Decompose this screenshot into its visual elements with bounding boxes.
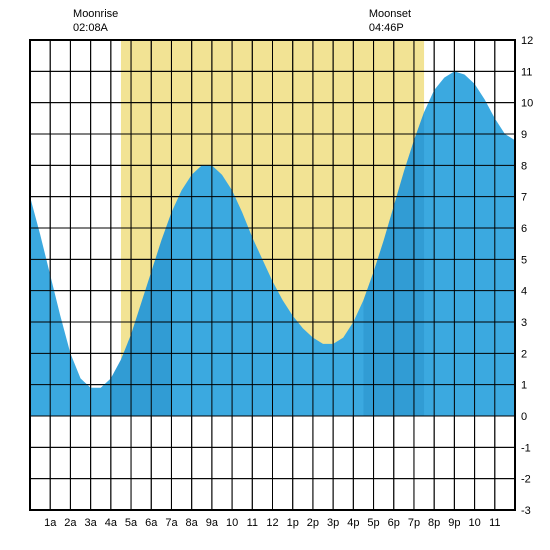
svg-text:11: 11 bbox=[521, 66, 532, 78]
svg-text:-1: -1 bbox=[521, 442, 531, 454]
svg-text:6: 6 bbox=[521, 223, 527, 235]
svg-text:8: 8 bbox=[521, 160, 527, 172]
svg-text:1p: 1p bbox=[287, 517, 299, 529]
svg-text:3a: 3a bbox=[85, 517, 98, 529]
svg-text:2a: 2a bbox=[64, 517, 77, 529]
svg-text:7p: 7p bbox=[408, 517, 420, 529]
moonrise-label: Moonrise bbox=[73, 8, 118, 20]
svg-text:5: 5 bbox=[521, 254, 527, 266]
moonset-label: Moonset bbox=[369, 8, 411, 20]
svg-text:4p: 4p bbox=[347, 517, 359, 529]
svg-text:9a: 9a bbox=[206, 517, 219, 529]
svg-text:8a: 8a bbox=[186, 517, 199, 529]
svg-text:8p: 8p bbox=[428, 517, 440, 529]
svg-text:2p: 2p bbox=[307, 517, 319, 529]
svg-text:-2: -2 bbox=[521, 474, 531, 486]
svg-text:12: 12 bbox=[521, 35, 533, 47]
svg-text:3: 3 bbox=[521, 317, 527, 329]
svg-text:1a: 1a bbox=[44, 517, 57, 529]
svg-text:9p: 9p bbox=[448, 517, 460, 529]
svg-text:11: 11 bbox=[489, 517, 500, 529]
svg-text:5p: 5p bbox=[367, 517, 379, 529]
svg-text:2: 2 bbox=[521, 348, 527, 360]
svg-text:1: 1 bbox=[521, 380, 527, 392]
svg-text:4: 4 bbox=[521, 286, 527, 298]
svg-text:6a: 6a bbox=[145, 517, 158, 529]
svg-text:7a: 7a bbox=[165, 517, 178, 529]
svg-text:9: 9 bbox=[521, 129, 527, 141]
svg-text:-3: -3 bbox=[521, 505, 531, 517]
svg-text:6p: 6p bbox=[388, 517, 400, 529]
svg-text:0: 0 bbox=[521, 411, 527, 423]
moonrise-time: 02:08A bbox=[73, 22, 108, 34]
svg-text:7: 7 bbox=[521, 192, 527, 204]
svg-text:4a: 4a bbox=[105, 517, 118, 529]
svg-text:10: 10 bbox=[226, 517, 238, 529]
svg-text:10: 10 bbox=[468, 517, 480, 529]
moonset-time: 04:46P bbox=[369, 22, 404, 34]
chart-svg: -3-2-101234567891011121a2a3a4a5a6a7a8a9a… bbox=[0, 0, 550, 550]
svg-text:10: 10 bbox=[521, 98, 533, 110]
svg-text:5a: 5a bbox=[125, 517, 138, 529]
svg-text:12: 12 bbox=[266, 517, 278, 529]
svg-text:3p: 3p bbox=[327, 517, 339, 529]
svg-text:11: 11 bbox=[247, 517, 258, 529]
tide-chart: Moonrise 02:08A Moonset 04:46P -3-2-1012… bbox=[0, 0, 550, 550]
